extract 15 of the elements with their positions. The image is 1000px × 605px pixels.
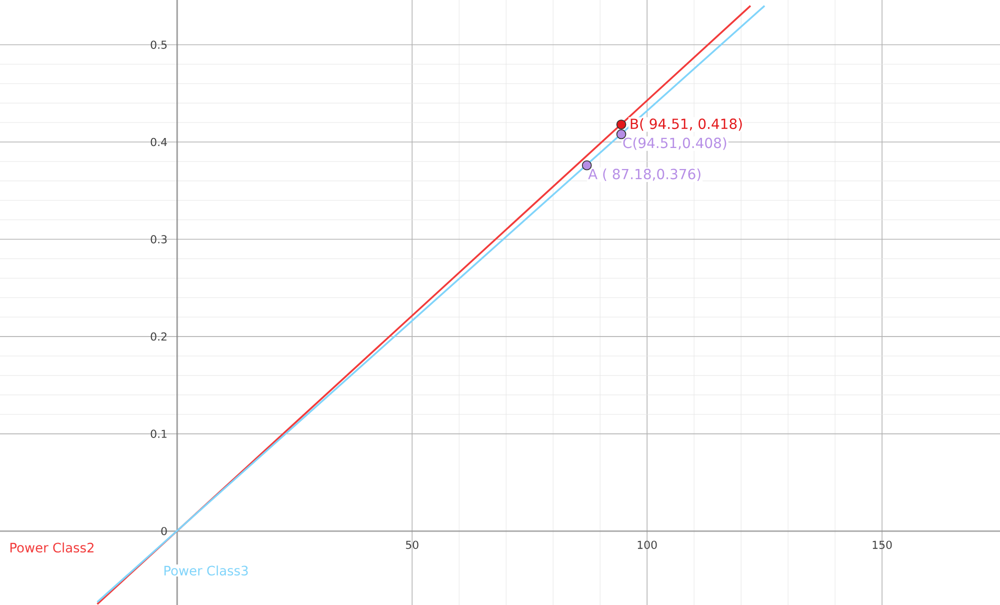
y-tick-label: 0.4	[150, 138, 167, 146]
series-label: Power Class3	[164, 566, 248, 576]
y-tick-label: 0.2	[150, 332, 166, 341]
point	[616, 120, 626, 130]
point	[582, 160, 592, 170]
y-tick-label: 0.1	[150, 430, 167, 438]
y-tick-label: 0.3	[150, 235, 167, 244]
text: Power Class2	[10, 542, 94, 553]
annotation: A ( 87.18,0.376)	[588, 168, 700, 181]
annotation: B( 94.51, 0.418)	[630, 118, 742, 131]
x-tick-label: 150	[872, 540, 892, 549]
y-tick-label: 0.5	[150, 40, 167, 49]
annotation: C(94.51,0.408)	[623, 137, 726, 150]
x-tick-label: 50	[406, 540, 418, 549]
x-tick-label: 100	[638, 540, 657, 549]
